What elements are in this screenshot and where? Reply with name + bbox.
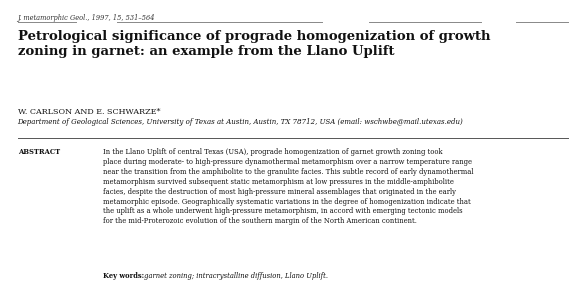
Text: ABSTRACT: ABSTRACT [18,148,60,157]
Text: J. metamorphic Geol., 1997, 15, 531–564: J. metamorphic Geol., 1997, 15, 531–564 [18,14,155,22]
Text: Petrological significance of prograde homogenization of growth
zoning in garnet:: Petrological significance of prograde ho… [18,30,490,58]
Text: In the Llano Uplift of central Texas (USA), prograde homogenization of garnet gr: In the Llano Uplift of central Texas (US… [103,148,473,225]
Text: Key words:: Key words: [103,272,144,281]
Text: garnet zoning; intracrystalline diffusion, Llano Uplift.: garnet zoning; intracrystalline diffusio… [142,272,328,281]
Text: Department of Geological Sciences, University of Texas at Austin, Austin, TX 787: Department of Geological Sciences, Unive… [18,118,464,127]
Text: W. CARLSON AND E. SCHWARZE*: W. CARLSON AND E. SCHWARZE* [18,108,160,116]
